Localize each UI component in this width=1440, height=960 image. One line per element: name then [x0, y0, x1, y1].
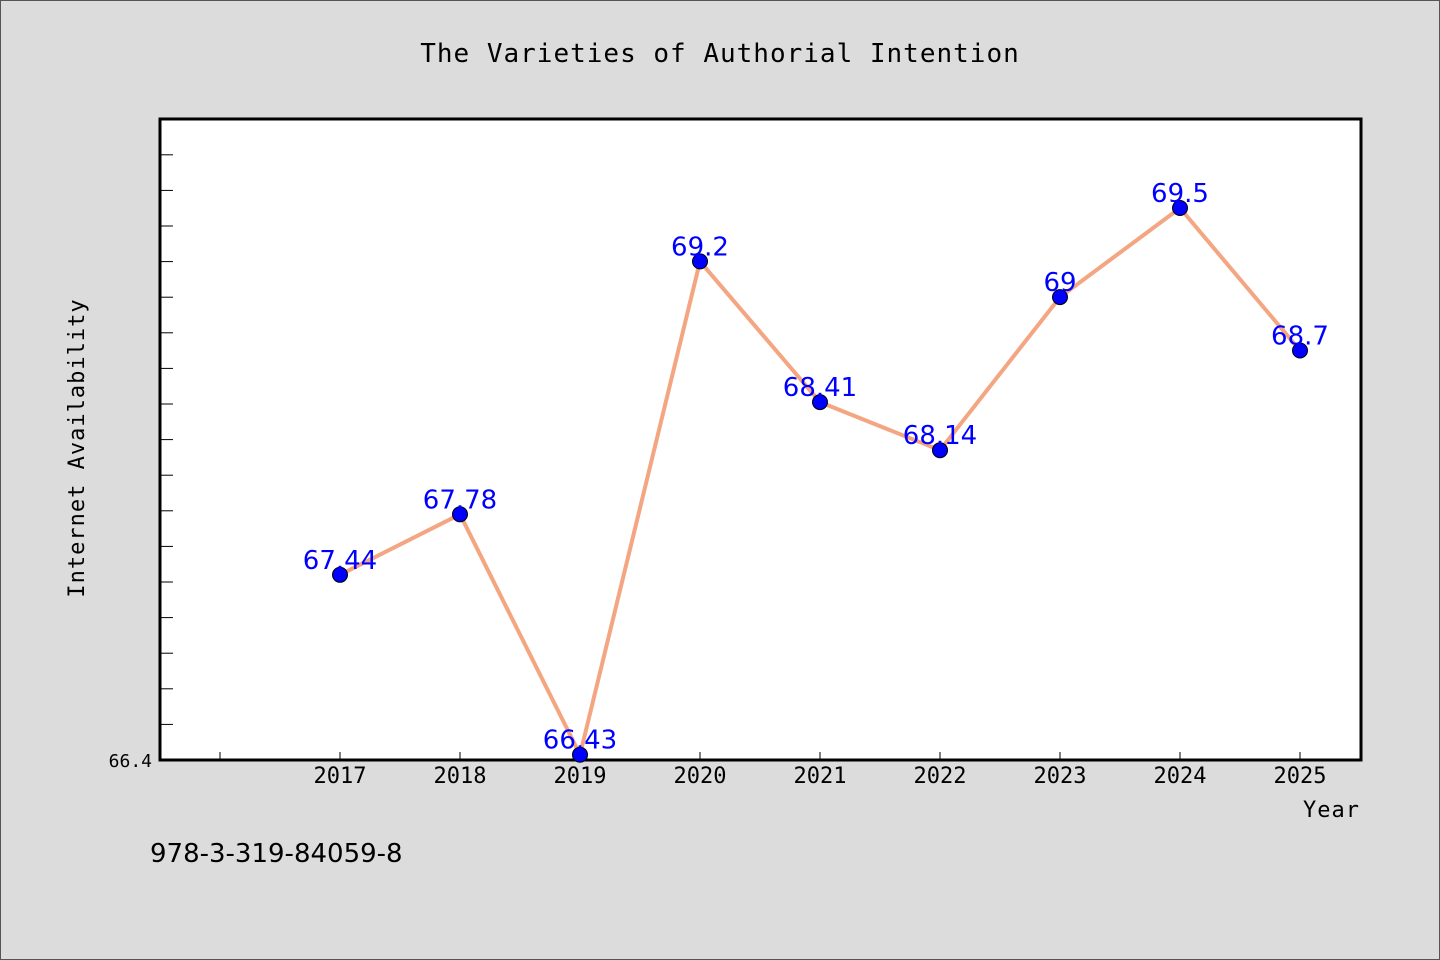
data-point: [1052, 289, 1068, 306]
data-point: [692, 253, 708, 270]
x-tick-label: 2021: [794, 764, 847, 789]
data-point: [1172, 200, 1188, 216]
data-label: 69: [1043, 268, 1076, 298]
x-tick-label: 2022: [914, 764, 967, 789]
data-label: 66.43: [543, 726, 617, 756]
data-point: [572, 746, 588, 763]
x-tick-label: 2023: [1034, 764, 1087, 789]
data-label: 67.78: [423, 485, 497, 515]
data-label: 68.7: [1271, 322, 1329, 352]
data-label: 68.14: [903, 421, 977, 451]
x-axis-labels: 2017 2018 2019 2020 2021 2022 2023 2024 2025: [314, 764, 1327, 789]
data-label: 67.44: [303, 546, 377, 576]
x-tick-label: 2017: [314, 764, 367, 789]
y-axis-ticks: [160, 154, 173, 725]
data-label: 68.41: [783, 373, 857, 403]
data-label: 69.5: [1151, 179, 1209, 209]
chart-title: The Varieties of Authorial Intention: [420, 39, 1020, 69]
data-point: [1292, 342, 1308, 359]
plot-area: [158, 117, 1363, 762]
data-point: [332, 566, 348, 583]
data-point: [932, 442, 948, 459]
y-tick-label: 66.4: [109, 751, 152, 772]
x-tick-label: 2018: [434, 764, 487, 789]
x-tick-label: 2019: [554, 764, 607, 789]
y-axis-title: Internet Availability: [65, 298, 90, 597]
x-axis-title: Year: [1303, 798, 1360, 823]
x-tick-label: 2020: [674, 764, 727, 789]
series-group: 67.44 67.78 66.43 69.2 68.41 68.14 69 69.5 68.7: [303, 179, 1329, 763]
data-point: [812, 394, 828, 411]
data-point: [452, 506, 468, 523]
data-label: 69.2: [671, 232, 729, 262]
x-tick-label: 2025: [1274, 764, 1327, 789]
isbn-text: 978-3-319-84059-8: [150, 839, 403, 869]
x-tick-label: 2024: [1154, 764, 1207, 789]
